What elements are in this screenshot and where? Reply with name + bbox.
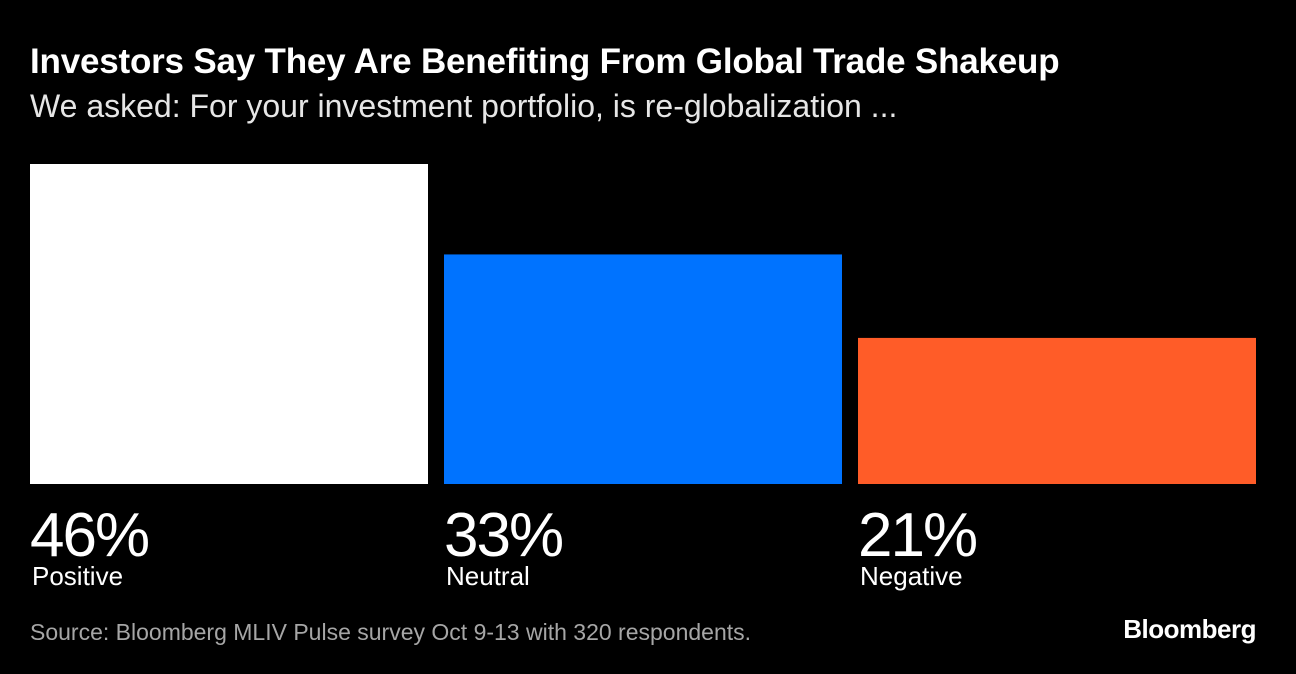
bar-positive — [30, 164, 428, 484]
chart-subtitle: We asked: For your investment portfolio,… — [30, 88, 898, 124]
category-label-positive: Positive — [32, 561, 123, 591]
source-note: Source: Bloomberg MLIV Pulse survey Oct … — [30, 619, 752, 645]
category-label-neutral: Neutral — [446, 561, 530, 591]
bloomberg-logo: Bloomberg — [1123, 614, 1256, 644]
bar-neutral — [444, 254, 842, 484]
category-label-negative: Negative — [860, 561, 963, 591]
value-label-positive: 46% — [30, 501, 148, 570]
chart-title: Investors Say They Are Benefiting From G… — [30, 42, 1060, 81]
value-label-negative: 21% — [858, 501, 976, 570]
bar-negative — [858, 337, 1256, 484]
value-label-neutral: 33% — [444, 501, 562, 570]
